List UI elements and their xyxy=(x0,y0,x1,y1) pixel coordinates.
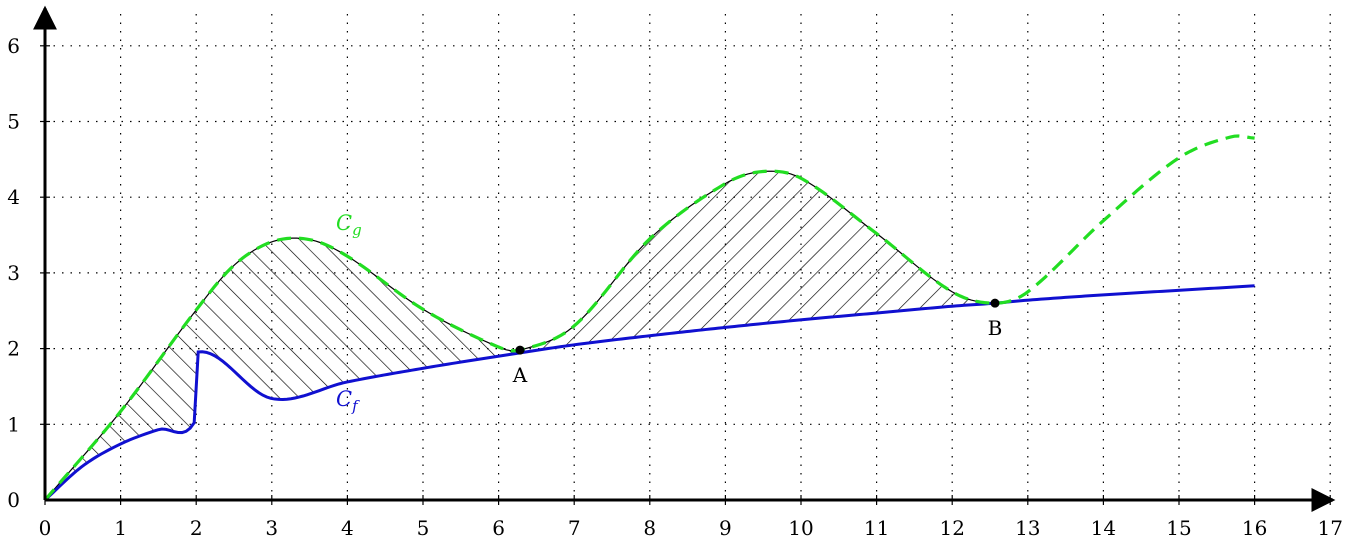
curve-cg xyxy=(43,134,1255,502)
point-a xyxy=(515,345,525,355)
point-label-a: A xyxy=(512,363,528,387)
point-b xyxy=(990,298,1000,308)
hatched-region-2 xyxy=(519,171,995,353)
y-tick-label: 2 xyxy=(7,337,20,361)
x-tick-label: 2 xyxy=(190,516,203,540)
x-tick-label: 14 xyxy=(1091,516,1116,540)
y-tick-label: 5 xyxy=(7,110,20,134)
cg-label: Cg xyxy=(336,211,362,239)
y-tick-label: 3 xyxy=(7,261,20,285)
cf-label: Cf xyxy=(336,387,360,415)
curve-cf xyxy=(43,284,1255,502)
x-tick-label: 3 xyxy=(265,516,278,540)
y-tick-label: 4 xyxy=(7,185,20,209)
x-tick-label: 5 xyxy=(417,516,430,540)
x-tick-label: 13 xyxy=(1015,516,1040,540)
point-label-b: B xyxy=(988,316,1003,340)
x-tick-label: 17 xyxy=(1317,516,1342,540)
x-tick-label: 15 xyxy=(1166,516,1191,540)
x-tick-label: 10 xyxy=(788,516,813,540)
x-tick-label: 7 xyxy=(568,516,581,540)
x-tick-label: 16 xyxy=(1242,516,1267,540)
x-tick-label: 12 xyxy=(939,516,964,540)
x-tick-label: 8 xyxy=(643,516,656,540)
x-tick-label: 9 xyxy=(719,516,732,540)
x-tick-label: 1 xyxy=(114,516,127,540)
hatched-area xyxy=(44,170,996,501)
curves xyxy=(43,134,1255,502)
x-tick-label: 11 xyxy=(864,516,889,540)
hatched-region-1 xyxy=(45,238,520,500)
y-tick-label: 6 xyxy=(7,34,20,58)
points: AB xyxy=(512,298,1003,387)
y-tick-label: 1 xyxy=(7,412,20,436)
y-tick-label: 0 xyxy=(7,488,20,512)
x-tick-label: 6 xyxy=(492,516,505,540)
x-tick-label: 0 xyxy=(39,516,52,540)
axes xyxy=(33,5,1336,512)
x-tick-label: 4 xyxy=(341,516,354,540)
